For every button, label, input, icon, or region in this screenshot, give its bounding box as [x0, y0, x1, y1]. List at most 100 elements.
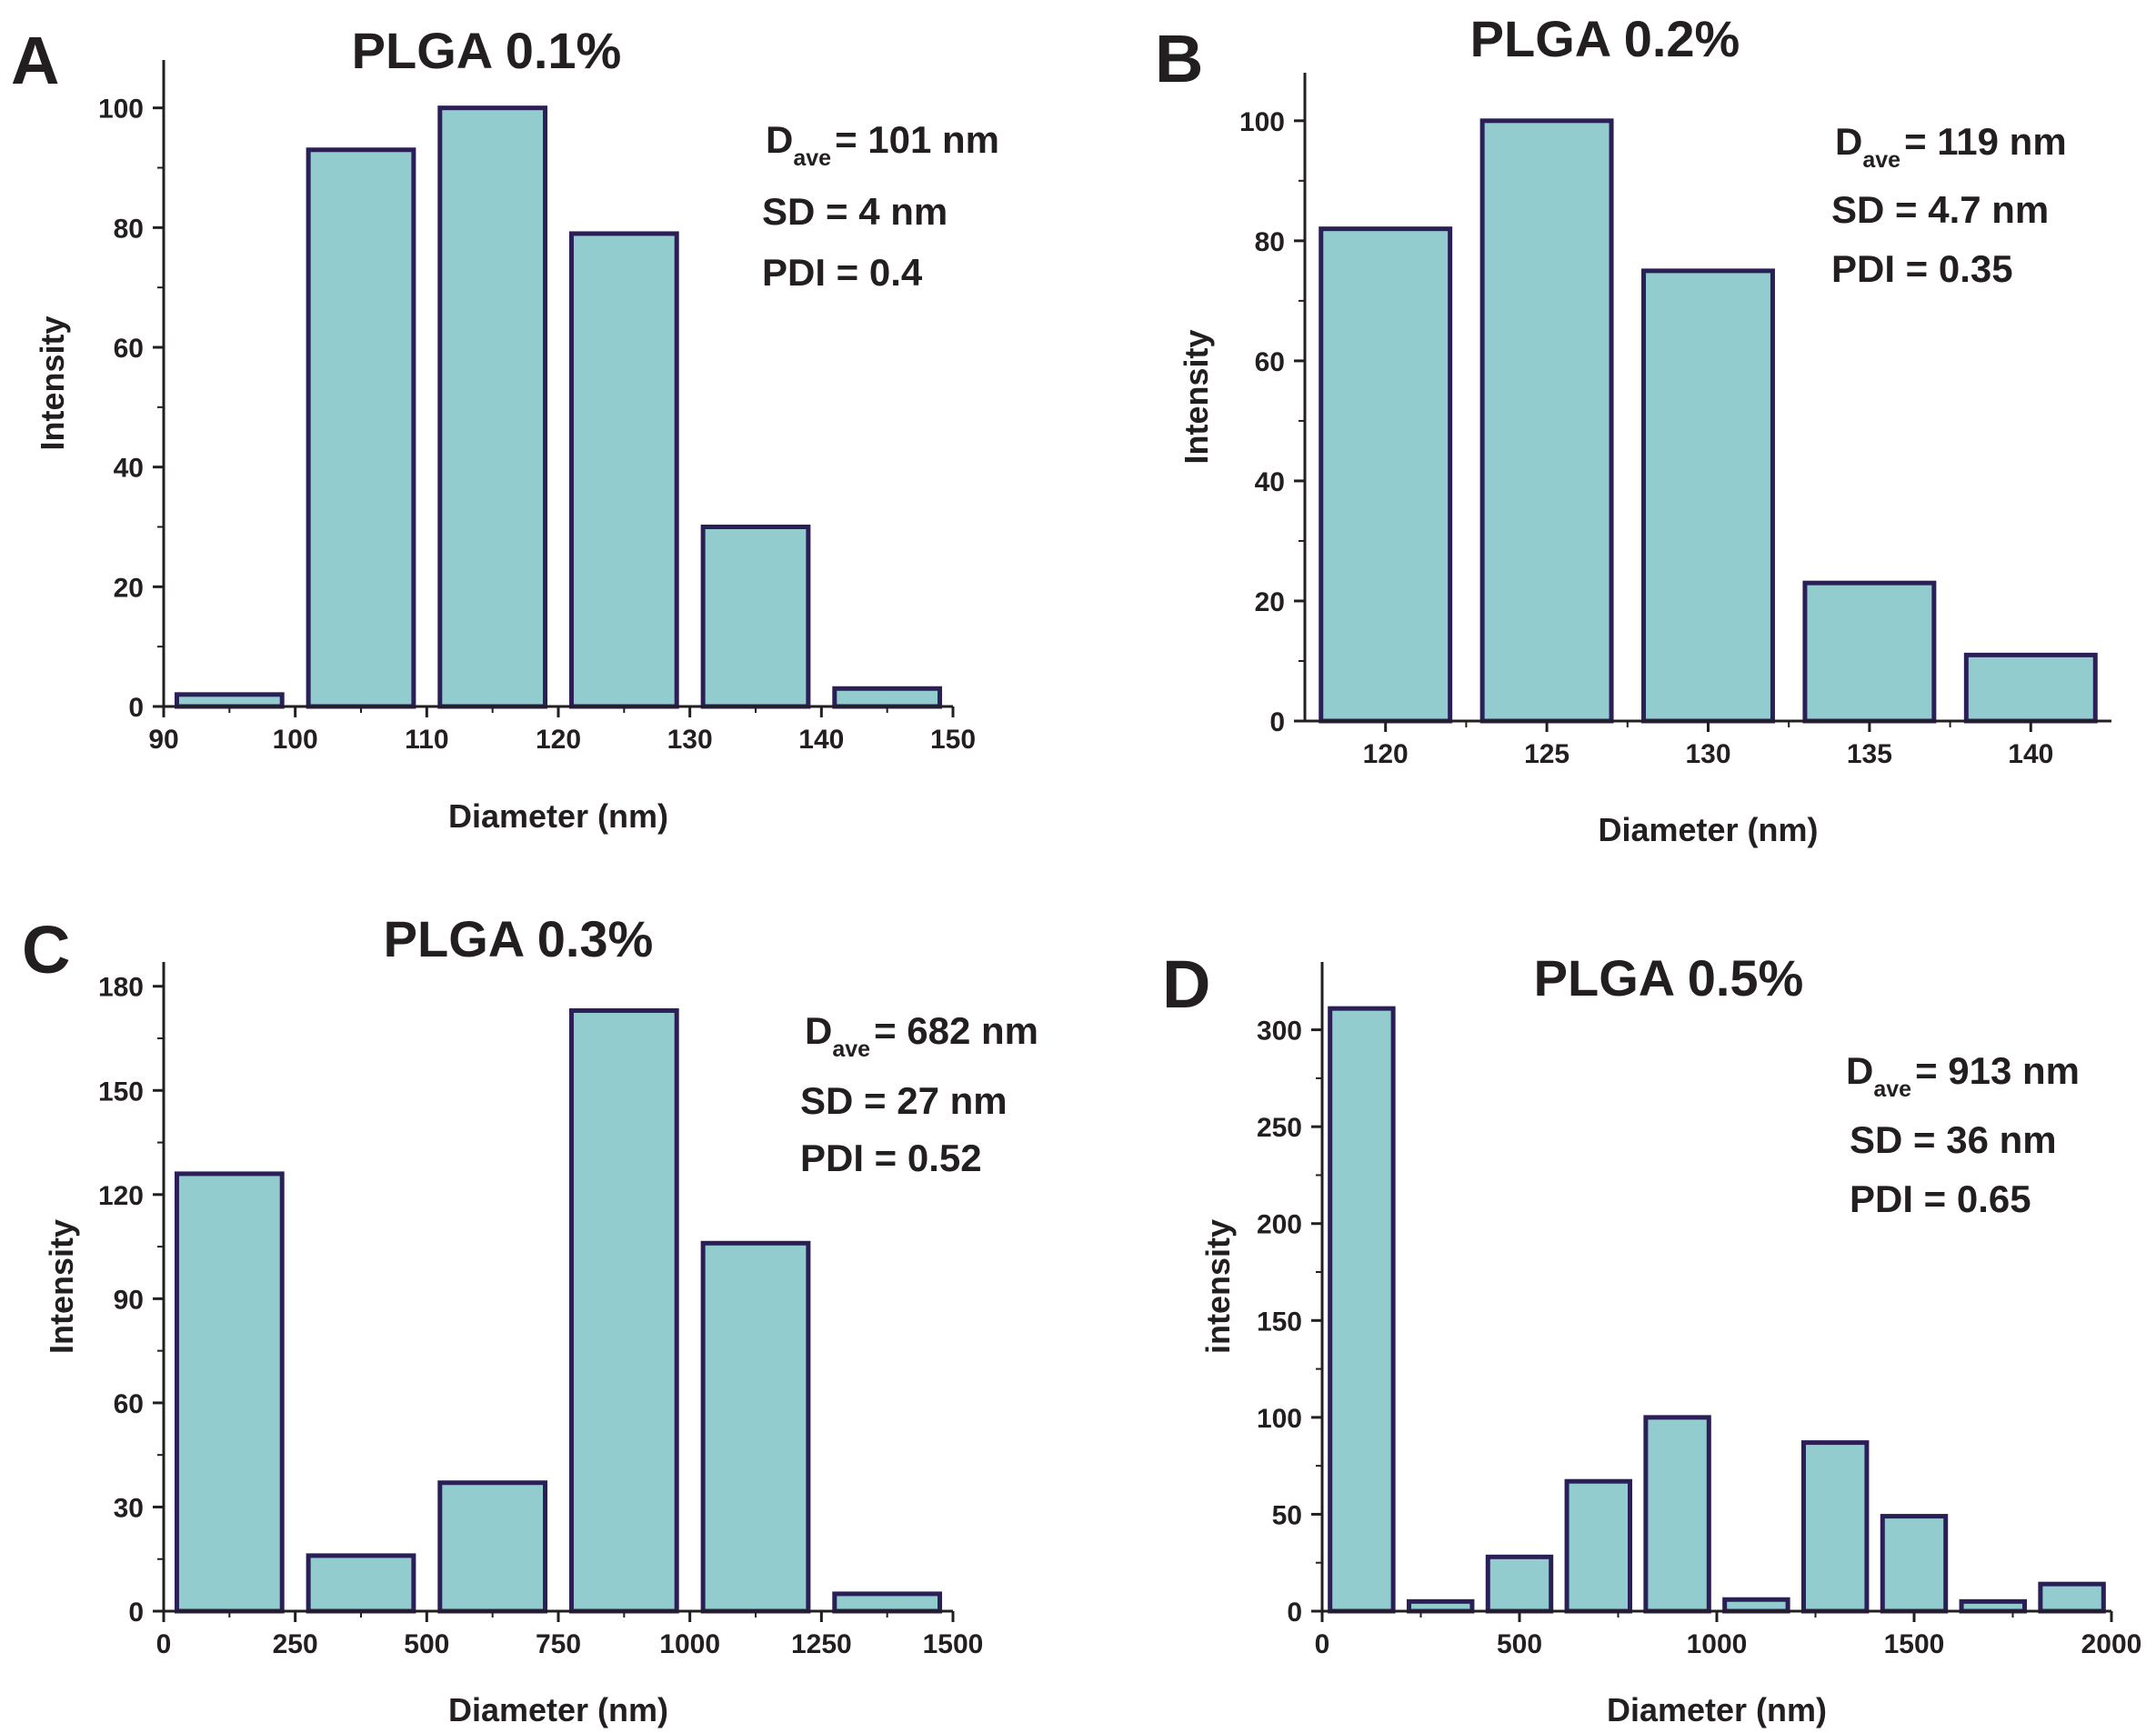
stats-annotation: Dave= 119 nm SD = 4.7 nm PDI = 0.35	[1831, 120, 2067, 290]
bar-5	[700, 1240, 811, 1614]
bar-4	[568, 1007, 679, 1614]
bar-3	[437, 1480, 548, 1614]
plot-area: 90 100 110 120 130 140 150 0 20 40 60 80 100 Diameter…	[34, 60, 976, 835]
stat-pdi: PDI = 0.52	[800, 1137, 982, 1179]
stat-sd: SD = 4.7 nm	[1831, 188, 2049, 231]
y-tick-label: 20	[114, 573, 144, 603]
x-tick-label: 100	[273, 725, 318, 755]
bar-2	[1479, 118, 1614, 724]
y-axis-title: Intensity	[1178, 329, 1215, 464]
stat-dave-value: = 913 nm	[1915, 1049, 2080, 1092]
stat-dave: Dave= 913 nm	[1846, 1049, 2080, 1102]
bar-2	[1406, 1598, 1475, 1614]
stat-dave-letter: D	[805, 1009, 832, 1052]
stats-annotation: Dave= 682 nm SD = 27 nm PDI = 0.52	[800, 1009, 1038, 1179]
y-tick-label: 40	[1255, 467, 1285, 497]
x-tick-label: 1500	[923, 1629, 984, 1659]
bar-8	[1880, 1514, 1949, 1614]
stat-sd: SD = 27 nm	[800, 1079, 1008, 1122]
x-tick-label: 130	[667, 725, 713, 755]
stat-dave-letter: D	[1846, 1049, 1873, 1092]
x-tick-label: 2000	[2081, 1629, 2142, 1659]
y-tick-label: 80	[1255, 227, 1285, 257]
plot-area: 120 125 130 135 140 0 20 40 60 80 100 Diameter (nm)…	[1178, 73, 2111, 848]
y-tick-label: 100	[1239, 107, 1285, 137]
bar-2	[306, 1553, 416, 1614]
y-axis-title: Intensity	[34, 316, 71, 450]
y-tick-label: 60	[114, 334, 144, 364]
x-axis-title: Diameter (nm)	[1607, 1691, 1827, 1728]
y-axis-title: intensity	[1199, 1219, 1237, 1354]
bar-9	[1959, 1598, 2028, 1614]
stat-dave: Dave= 101 nm	[766, 118, 999, 171]
x-tick-label: 0	[156, 1629, 172, 1659]
stats-annotation: Dave= 913 nm SD = 36 nm PDI = 0.65	[1846, 1049, 2080, 1220]
plot-area: 0 500 1000 1500 2000 0 50 100 150 200 250 300 Diamet…	[1199, 962, 2141, 1728]
panel-a: 90 100 110 120 130 140 150 0 20 40 60 80 100 Diameter…	[11, 22, 999, 835]
y-tick-label: 180	[98, 973, 144, 1003]
stat-dave-subscript: ave	[1862, 147, 1900, 173]
panel-letter: D	[1162, 947, 1210, 1022]
x-tick-label: 1000	[1687, 1629, 1748, 1659]
x-tick-label: 750	[536, 1629, 581, 1659]
y-tick-label: 150	[1257, 1307, 1302, 1337]
x-tick-label: 0	[1315, 1629, 1330, 1659]
x-tick-label: 120	[1363, 739, 1409, 769]
bar-5	[1643, 1415, 1711, 1614]
x-tick-label: 1500	[1884, 1629, 1945, 1659]
x-tick-label: 120	[536, 725, 581, 755]
y-tick-label: 250	[1257, 1113, 1302, 1143]
y-tick-label: 60	[1255, 347, 1285, 377]
bar-3	[437, 105, 548, 709]
x-tick-label: 90	[148, 725, 178, 755]
x-tick-label: 500	[1497, 1629, 1542, 1659]
x-tick-label: 110	[405, 725, 448, 755]
panel-c: 0 250 500 750 1000 1250 1500 0 30 60 90 120 150 180 Di…	[22, 910, 1038, 1728]
y-tick-label: 300	[1257, 1017, 1302, 1047]
bar-6	[1722, 1597, 1790, 1614]
stat-dave-subscript: ave	[832, 1037, 870, 1062]
x-tick-label: 140	[798, 725, 844, 755]
stat-dave: Dave= 682 nm	[805, 1009, 1038, 1062]
x-axis-title: Diameter (nm)	[448, 1691, 668, 1728]
bar-1	[174, 1171, 285, 1614]
x-tick-label: 150	[930, 725, 976, 755]
panel-letter: B	[1155, 21, 1203, 96]
y-tick-label: 100	[98, 95, 144, 125]
x-tick-label: 500	[404, 1629, 449, 1659]
stat-dave: Dave= 119 nm	[1835, 120, 2067, 173]
y-axis-title: Intensity	[43, 1219, 80, 1354]
chart-title: PLGA 0.2%	[1470, 10, 1740, 67]
plot-area: 0 250 500 750 1000 1250 1500 0 30 60 90 120 150 180 Di…	[43, 962, 983, 1728]
y-tick-label: 90	[114, 1285, 144, 1315]
stat-dave-subscript: ave	[1873, 1077, 1911, 1102]
y-tick-label: 80	[114, 214, 144, 244]
x-tick-label: 130	[1685, 739, 1730, 769]
x-tick-label: 250	[273, 1629, 318, 1659]
stats-annotation: Dave= 101 nm SD = 4 nm PDI = 0.4	[762, 118, 999, 294]
y-tick-label: 0	[128, 1598, 144, 1628]
stat-dave-value: = 682 nm	[874, 1009, 1038, 1052]
bar-3	[1485, 1554, 1554, 1614]
stat-sd: SD = 36 nm	[1850, 1118, 2057, 1161]
y-tick-label: 150	[98, 1077, 144, 1107]
bar-4	[568, 231, 679, 709]
stat-dave-value: = 101 nm	[835, 118, 999, 161]
y-tick-label: 40	[114, 454, 144, 484]
panel-letter: C	[22, 912, 70, 987]
y-tick-label: 50	[1272, 1500, 1302, 1530]
chart-title: PLGA 0.1%	[352, 22, 622, 79]
panel-b: 120 125 130 135 140 0 20 40 60 80 100 Diameter (nm)…	[1155, 10, 2111, 848]
stat-sd: SD = 4 nm	[762, 190, 948, 233]
y-tick-label: 60	[114, 1389, 144, 1419]
bar-5	[1963, 652, 2098, 724]
x-tick-label: 125	[1524, 739, 1569, 769]
bar-4	[1564, 1478, 1633, 1614]
stat-pdi: PDI = 0.65	[1850, 1177, 2031, 1220]
x-tick-label: 140	[2008, 739, 2053, 769]
bar-2	[306, 147, 416, 709]
bar-6	[832, 1591, 943, 1614]
y-tick-label: 0	[1269, 707, 1285, 737]
chart-title: PLGA 0.3%	[384, 910, 654, 967]
